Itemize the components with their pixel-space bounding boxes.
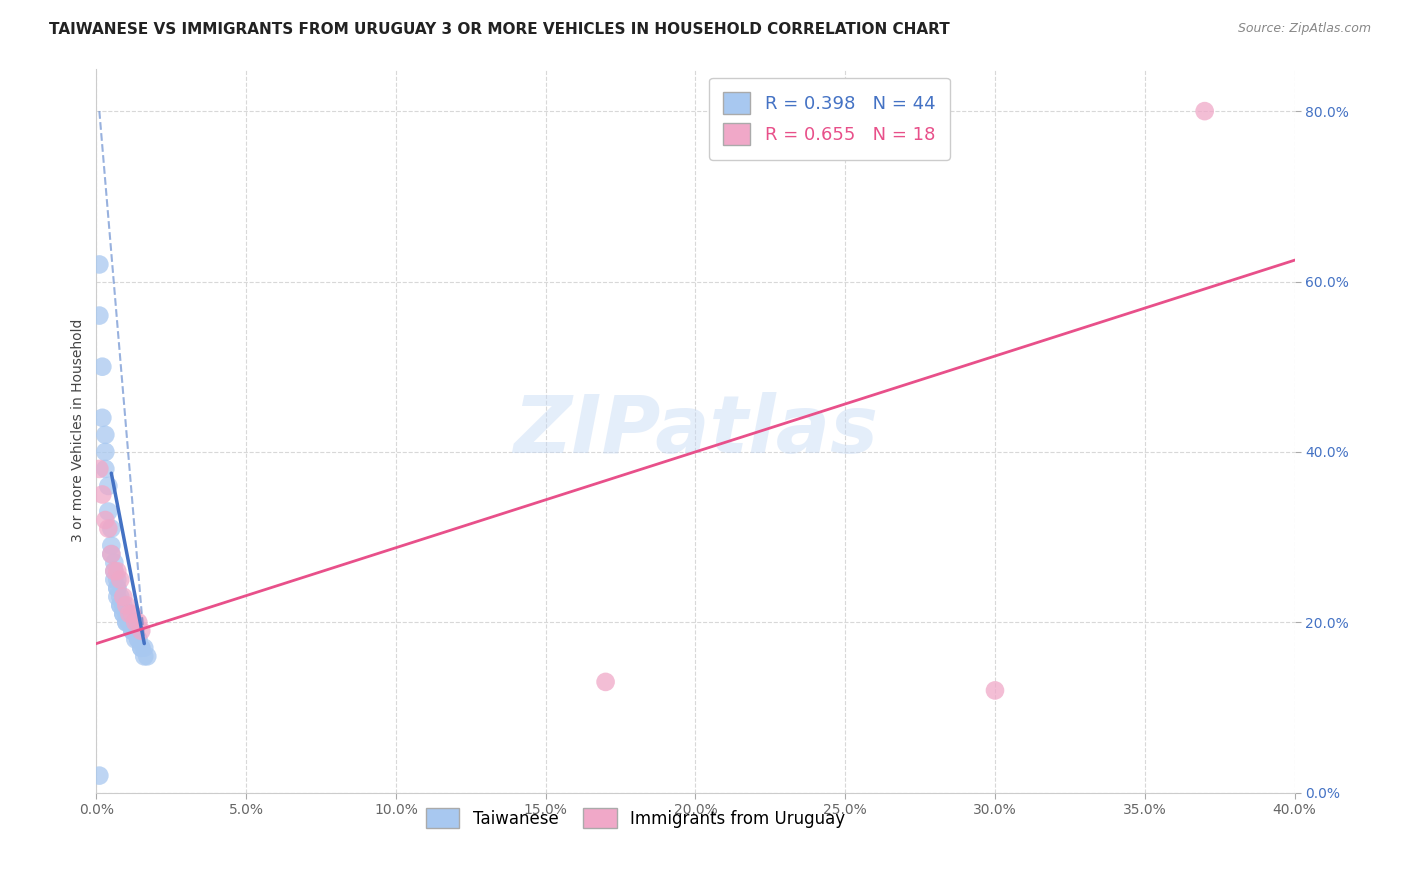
Point — [136, 649, 159, 664]
Text: Source: ZipAtlas.com: Source: ZipAtlas.com — [1237, 22, 1371, 36]
Point — [94, 462, 117, 476]
Point — [105, 581, 128, 595]
Point — [97, 479, 120, 493]
Point — [100, 547, 122, 561]
Point — [129, 624, 152, 638]
Point — [94, 513, 117, 527]
Point — [89, 769, 111, 783]
Point — [105, 564, 128, 578]
Y-axis label: 3 or more Vehicles in Household: 3 or more Vehicles in Household — [72, 319, 86, 542]
Point — [124, 624, 146, 638]
Point — [127, 632, 149, 647]
Point — [94, 445, 117, 459]
Point — [100, 539, 122, 553]
Point — [103, 564, 125, 578]
Point — [105, 573, 128, 587]
Point — [124, 624, 146, 638]
Point — [105, 581, 128, 595]
Point — [115, 615, 138, 630]
Point — [1194, 104, 1216, 119]
Point — [134, 640, 156, 655]
Point — [112, 590, 135, 604]
Point — [97, 504, 120, 518]
Point — [127, 632, 149, 647]
Point — [89, 462, 111, 476]
Point — [118, 615, 141, 630]
Point — [112, 599, 135, 613]
Point — [103, 556, 125, 570]
Point — [127, 615, 149, 630]
Point — [112, 607, 135, 621]
Point — [105, 590, 128, 604]
Point — [121, 624, 143, 638]
Point — [97, 522, 120, 536]
Point — [110, 573, 132, 587]
Point — [118, 607, 141, 621]
Point — [134, 649, 156, 664]
Point — [91, 410, 114, 425]
Point — [118, 615, 141, 630]
Point — [110, 590, 132, 604]
Point — [121, 624, 143, 638]
Point — [100, 547, 122, 561]
Point — [129, 640, 152, 655]
Point — [91, 487, 114, 501]
Point — [118, 615, 141, 630]
Point — [94, 427, 117, 442]
Point — [110, 599, 132, 613]
Point — [115, 599, 138, 613]
Point — [110, 599, 132, 613]
Point — [129, 640, 152, 655]
Point — [112, 607, 135, 621]
Point — [103, 564, 125, 578]
Point — [89, 309, 111, 323]
Point — [115, 607, 138, 621]
Point — [121, 607, 143, 621]
Point — [115, 615, 138, 630]
Point — [103, 573, 125, 587]
Text: TAIWANESE VS IMMIGRANTS FROM URUGUAY 3 OR MORE VEHICLES IN HOUSEHOLD CORRELATION: TAIWANESE VS IMMIGRANTS FROM URUGUAY 3 O… — [49, 22, 950, 37]
Point — [124, 615, 146, 630]
Legend: Taiwanese, Immigrants from Uruguay: Taiwanese, Immigrants from Uruguay — [419, 801, 852, 835]
Point — [124, 632, 146, 647]
Point — [595, 674, 617, 689]
Point — [100, 522, 122, 536]
Point — [89, 257, 111, 271]
Point — [984, 683, 1007, 698]
Text: ZIPatlas: ZIPatlas — [513, 392, 877, 469]
Point — [91, 359, 114, 374]
